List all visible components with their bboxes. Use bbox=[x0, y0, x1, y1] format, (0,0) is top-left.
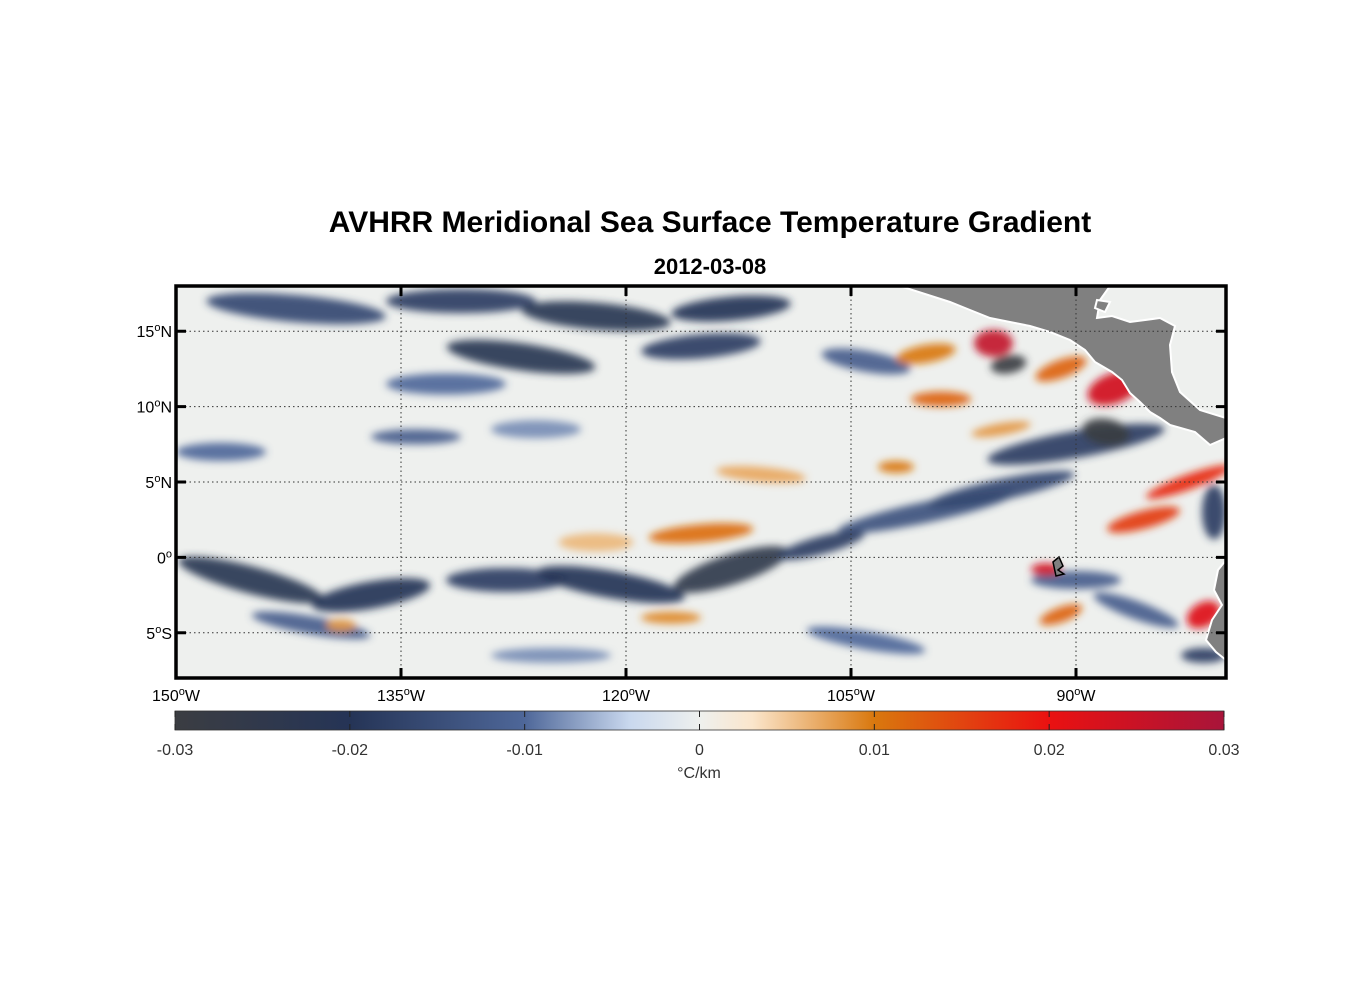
feature-warm-9n-east bbox=[971, 421, 1031, 438]
colorbar-tick-label: 0.02 bbox=[1034, 742, 1065, 759]
feature-band-far-se bbox=[806, 626, 926, 655]
feature-dark-eddy-8n bbox=[1082, 418, 1130, 447]
feature-band-far-south bbox=[491, 647, 611, 663]
colorbar-tick-labels: -0.03 -0.02 -0.01 0 0.01 0.02 0.03 bbox=[157, 742, 1240, 759]
feature-hot-eddy-14n bbox=[974, 329, 1013, 357]
feature-band-north-1 bbox=[386, 289, 536, 314]
lat-label: 0o bbox=[157, 548, 172, 567]
feature-warm-7n-east bbox=[878, 460, 914, 473]
map-ticks bbox=[174, 286, 1226, 678]
colorbar-tick-label: 0 bbox=[695, 742, 704, 759]
feature-band-se-2 bbox=[1093, 592, 1179, 628]
feature-warm-5n bbox=[716, 465, 806, 483]
feature-band-11n bbox=[386, 373, 506, 395]
colorbar-tick-label: 0.03 bbox=[1208, 742, 1239, 759]
feature-band-south-1 bbox=[178, 556, 324, 604]
feature-band-7n bbox=[176, 442, 266, 461]
lat-label: 5oS bbox=[146, 624, 172, 643]
lon-label: 120oW bbox=[602, 686, 651, 705]
map-title: AVHRR Meridional Sea Surface Temperature… bbox=[328, 206, 1092, 239]
feature-warm-south-1 bbox=[641, 611, 701, 624]
feature-band-north-west bbox=[206, 292, 386, 325]
feature-band-south-7 bbox=[251, 611, 371, 639]
feature-warm-2n-east bbox=[1107, 506, 1180, 533]
latitude-labels: 15oN 10oN 5oN 0o 5oS bbox=[137, 322, 172, 643]
feature-band-north-2 bbox=[521, 301, 671, 332]
lat-label: 5oN bbox=[145, 473, 172, 492]
gradient-field bbox=[176, 289, 1226, 663]
feature-band-east-edge bbox=[1202, 485, 1226, 540]
colorbar-unit: °C/km bbox=[677, 765, 721, 782]
feature-band-13n-far bbox=[821, 348, 911, 375]
feature-warm-south-2 bbox=[1039, 604, 1083, 626]
land bbox=[899, 286, 1226, 662]
lon-label: 135oW bbox=[377, 686, 426, 705]
lat-label: 10oN bbox=[137, 398, 172, 417]
map-area bbox=[176, 286, 1226, 678]
longitude-labels: 150oW 135oW 120oW 105oW 90oW bbox=[152, 686, 1096, 705]
feature-band-14n bbox=[446, 339, 596, 374]
feature-warm-south-3 bbox=[326, 619, 356, 632]
feature-band-south-3 bbox=[446, 567, 566, 593]
lat-label: 15oN bbox=[137, 322, 172, 341]
lon-label: 90oW bbox=[1056, 686, 1096, 705]
feature-band-4n bbox=[927, 470, 1075, 509]
feature-band-south-4 bbox=[537, 565, 685, 604]
feature-band-south-5 bbox=[673, 546, 789, 593]
feature-band-8n bbox=[371, 429, 461, 445]
feature-warm-1n bbox=[648, 523, 754, 544]
land-central-america bbox=[899, 286, 1226, 447]
feature-warm-2n bbox=[558, 533, 634, 552]
colorbar: -0.03 -0.02 -0.01 0 0.01 0.02 0.03 °C/km bbox=[157, 710, 1240, 782]
land-south-america bbox=[1204, 558, 1226, 662]
lon-label: 105oW bbox=[827, 686, 876, 705]
feature-warm-14n-east bbox=[896, 343, 956, 365]
feature-band-south-2 bbox=[311, 578, 431, 613]
feature-band-south-6 bbox=[777, 530, 865, 560]
feature-band-north-3 bbox=[671, 295, 791, 322]
lon-label: 150oW bbox=[152, 686, 201, 705]
feature-warm-12n-coast bbox=[1035, 356, 1087, 382]
colorbar-ticks bbox=[174, 711, 1225, 730]
colorbar-tick-label: -0.01 bbox=[506, 742, 543, 759]
colorbar-tick-label: -0.02 bbox=[332, 742, 369, 759]
land-island-gulf bbox=[1093, 298, 1112, 314]
colorbar-tick-label: -0.03 bbox=[157, 742, 194, 759]
feature-band-8n-east bbox=[491, 420, 581, 439]
feature-band-14n-east bbox=[641, 333, 761, 360]
feature-dark-eddy-12n bbox=[990, 354, 1027, 374]
feature-warm-11n-east bbox=[911, 391, 971, 407]
map-subtitle: 2012-03-08 bbox=[653, 254, 767, 279]
colorbar-tick-label: 0.01 bbox=[859, 742, 890, 759]
